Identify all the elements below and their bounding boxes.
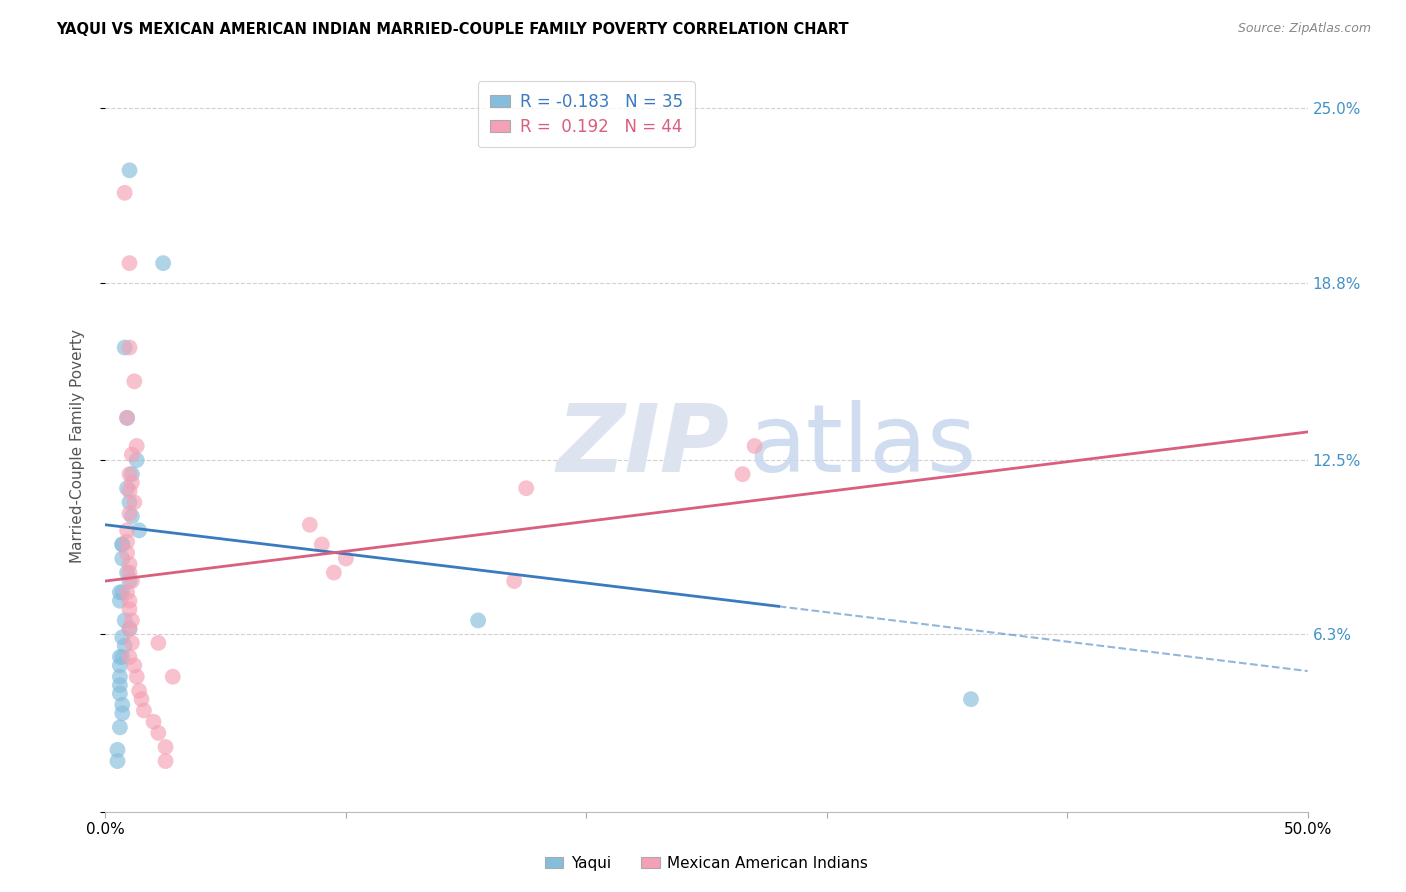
Point <box>111 706 134 721</box>
Point <box>132 703 155 717</box>
Point <box>162 670 184 684</box>
Point <box>115 410 138 425</box>
Point <box>114 186 136 200</box>
Point <box>108 593 131 607</box>
Point <box>118 593 141 607</box>
Point <box>108 658 131 673</box>
Point <box>107 743 129 757</box>
Text: ZIP: ZIP <box>557 400 730 492</box>
Point <box>118 566 141 580</box>
Point <box>108 670 131 684</box>
Point <box>142 714 165 729</box>
Point <box>108 720 131 734</box>
Point <box>128 524 150 538</box>
Text: YAQUI VS MEXICAN AMERICAN INDIAN MARRIED-COUPLE FAMILY POVERTY CORRELATION CHART: YAQUI VS MEXICAN AMERICAN INDIAN MARRIED… <box>56 22 849 37</box>
Point <box>115 410 138 425</box>
Point <box>148 636 170 650</box>
Point <box>108 687 131 701</box>
Point <box>298 517 321 532</box>
Point <box>118 650 141 665</box>
Point <box>744 439 766 453</box>
Point <box>118 622 141 636</box>
Point <box>335 551 357 566</box>
Point <box>115 585 138 599</box>
Point <box>111 650 134 665</box>
Point <box>515 481 537 495</box>
Point <box>121 614 143 628</box>
Point <box>155 754 177 768</box>
Point <box>118 602 141 616</box>
Point <box>124 374 146 388</box>
Point <box>155 739 177 754</box>
Point <box>111 537 134 551</box>
Point <box>114 341 136 355</box>
Point <box>118 467 141 482</box>
Point <box>111 585 134 599</box>
Point <box>108 585 131 599</box>
Point <box>111 537 134 551</box>
Point <box>125 670 148 684</box>
Point <box>121 574 143 588</box>
Point <box>107 754 129 768</box>
Point <box>108 678 131 692</box>
Point <box>125 453 148 467</box>
Point <box>115 534 138 549</box>
Point <box>118 495 141 509</box>
Point <box>115 566 138 580</box>
Point <box>111 630 134 644</box>
Point <box>111 698 134 712</box>
Point <box>118 341 141 355</box>
Point <box>118 483 141 498</box>
Point <box>118 163 141 178</box>
Point <box>322 566 344 580</box>
Point <box>124 495 146 509</box>
Point <box>152 256 174 270</box>
Point <box>118 507 141 521</box>
Text: atlas: atlas <box>748 400 977 492</box>
Point <box>118 256 141 270</box>
Point <box>124 658 146 673</box>
Point <box>311 537 333 551</box>
Point <box>121 509 143 524</box>
Point <box>503 574 526 588</box>
Point <box>114 639 136 653</box>
Point <box>121 467 143 482</box>
Point <box>115 546 138 560</box>
Point <box>118 622 141 636</box>
Y-axis label: Married-Couple Family Poverty: Married-Couple Family Poverty <box>70 329 84 563</box>
Point <box>960 692 983 706</box>
Point <box>128 683 150 698</box>
Legend: Yaqui, Mexican American Indians: Yaqui, Mexican American Indians <box>538 850 875 877</box>
Point <box>118 557 141 571</box>
Point <box>731 467 754 482</box>
Point <box>131 692 153 706</box>
Point <box>467 614 489 628</box>
Point <box>115 524 138 538</box>
Point <box>108 650 131 665</box>
Point <box>111 551 134 566</box>
Point <box>115 481 138 495</box>
Text: Source: ZipAtlas.com: Source: ZipAtlas.com <box>1237 22 1371 36</box>
Point <box>125 439 148 453</box>
Point <box>118 574 141 588</box>
Point <box>121 475 143 490</box>
Point <box>114 614 136 628</box>
Point <box>121 447 143 461</box>
Point <box>121 636 143 650</box>
Point <box>148 726 170 740</box>
